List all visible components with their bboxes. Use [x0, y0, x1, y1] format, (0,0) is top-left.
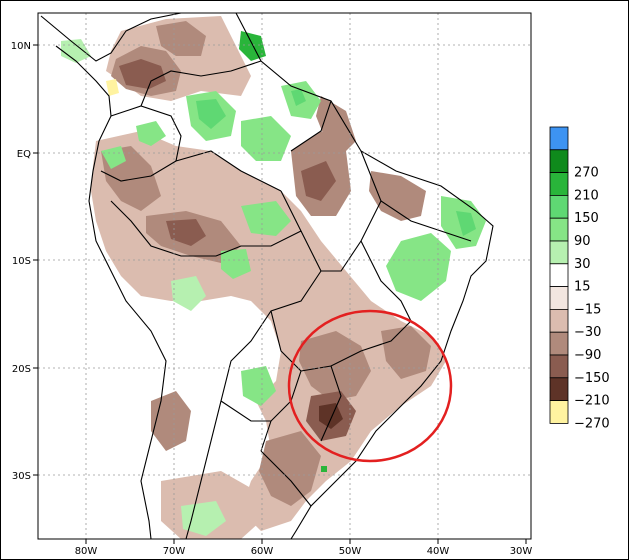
- lat-label-30s: 30S: [12, 471, 31, 482]
- colorbar: 270 210 150 90 30 15 −15 −30 −90 −150 −210 −270: [549, 126, 610, 431]
- latitude-axis: 10N EQ 10S 20S 30S: [11, 41, 38, 482]
- colorbar-label: −15: [574, 302, 601, 317]
- dry-anomaly-areas: [91, 16, 446, 539]
- colorbar-swatch: [549, 308, 569, 333]
- lon-label-50w: 50W: [339, 546, 362, 557]
- lat-label-20s: 20S: [12, 364, 31, 375]
- colorbar-label: −210: [574, 394, 610, 409]
- colorbar-label: 90: [574, 234, 591, 249]
- lon-label-40w: 40W: [427, 546, 450, 557]
- colorbar-swatch: [549, 377, 569, 401]
- colorbar-swatch: [549, 172, 569, 196]
- colorbar-label: 15: [574, 280, 591, 295]
- colorbar-label: −90: [574, 348, 601, 363]
- colorbar-label: 150: [574, 211, 599, 226]
- lat-label-10n: 10N: [11, 41, 31, 52]
- colorbar-swatch: [549, 286, 569, 310]
- colorbar-label: 30: [574, 257, 591, 272]
- colorbar-swatch: [549, 194, 569, 219]
- map-layers: [38, 13, 531, 539]
- colorbar-swatch: [549, 217, 569, 242]
- colorbar-label: −150: [574, 371, 610, 386]
- colorbar-swatch: [549, 400, 569, 424]
- colorbar-swatch: [549, 354, 569, 379]
- colorbar-swatch: [549, 126, 569, 151]
- highlight-circle: [287, 309, 453, 463]
- colorbar-swatch: [549, 240, 569, 265]
- lat-label-10s: 10S: [12, 256, 31, 267]
- colorbar-swatch: [549, 149, 569, 174]
- lon-label-70w: 70W: [163, 546, 186, 557]
- colorbar-label: −30: [574, 325, 601, 340]
- plot-border: [37, 12, 532, 540]
- longitude-axis: 80W 70W 60W 50W 40W 30W: [75, 539, 533, 557]
- colorbar-swatch: [549, 263, 569, 287]
- coastlines-and-borders: [40, 13, 494, 539]
- lat-label-eq: EQ: [17, 149, 31, 160]
- colorbar-label: 210: [574, 188, 599, 203]
- colorbar-swatch: [549, 331, 569, 356]
- lon-label-80w: 80W: [75, 546, 98, 557]
- colorbar-label: 270: [574, 166, 599, 181]
- lon-label-30w: 30W: [510, 546, 533, 557]
- extreme-dry-patch: [106, 79, 119, 96]
- lon-label-60w: 60W: [251, 546, 274, 557]
- wet-anomaly-areas: [61, 31, 486, 536]
- colorbar-label: −270: [574, 416, 610, 431]
